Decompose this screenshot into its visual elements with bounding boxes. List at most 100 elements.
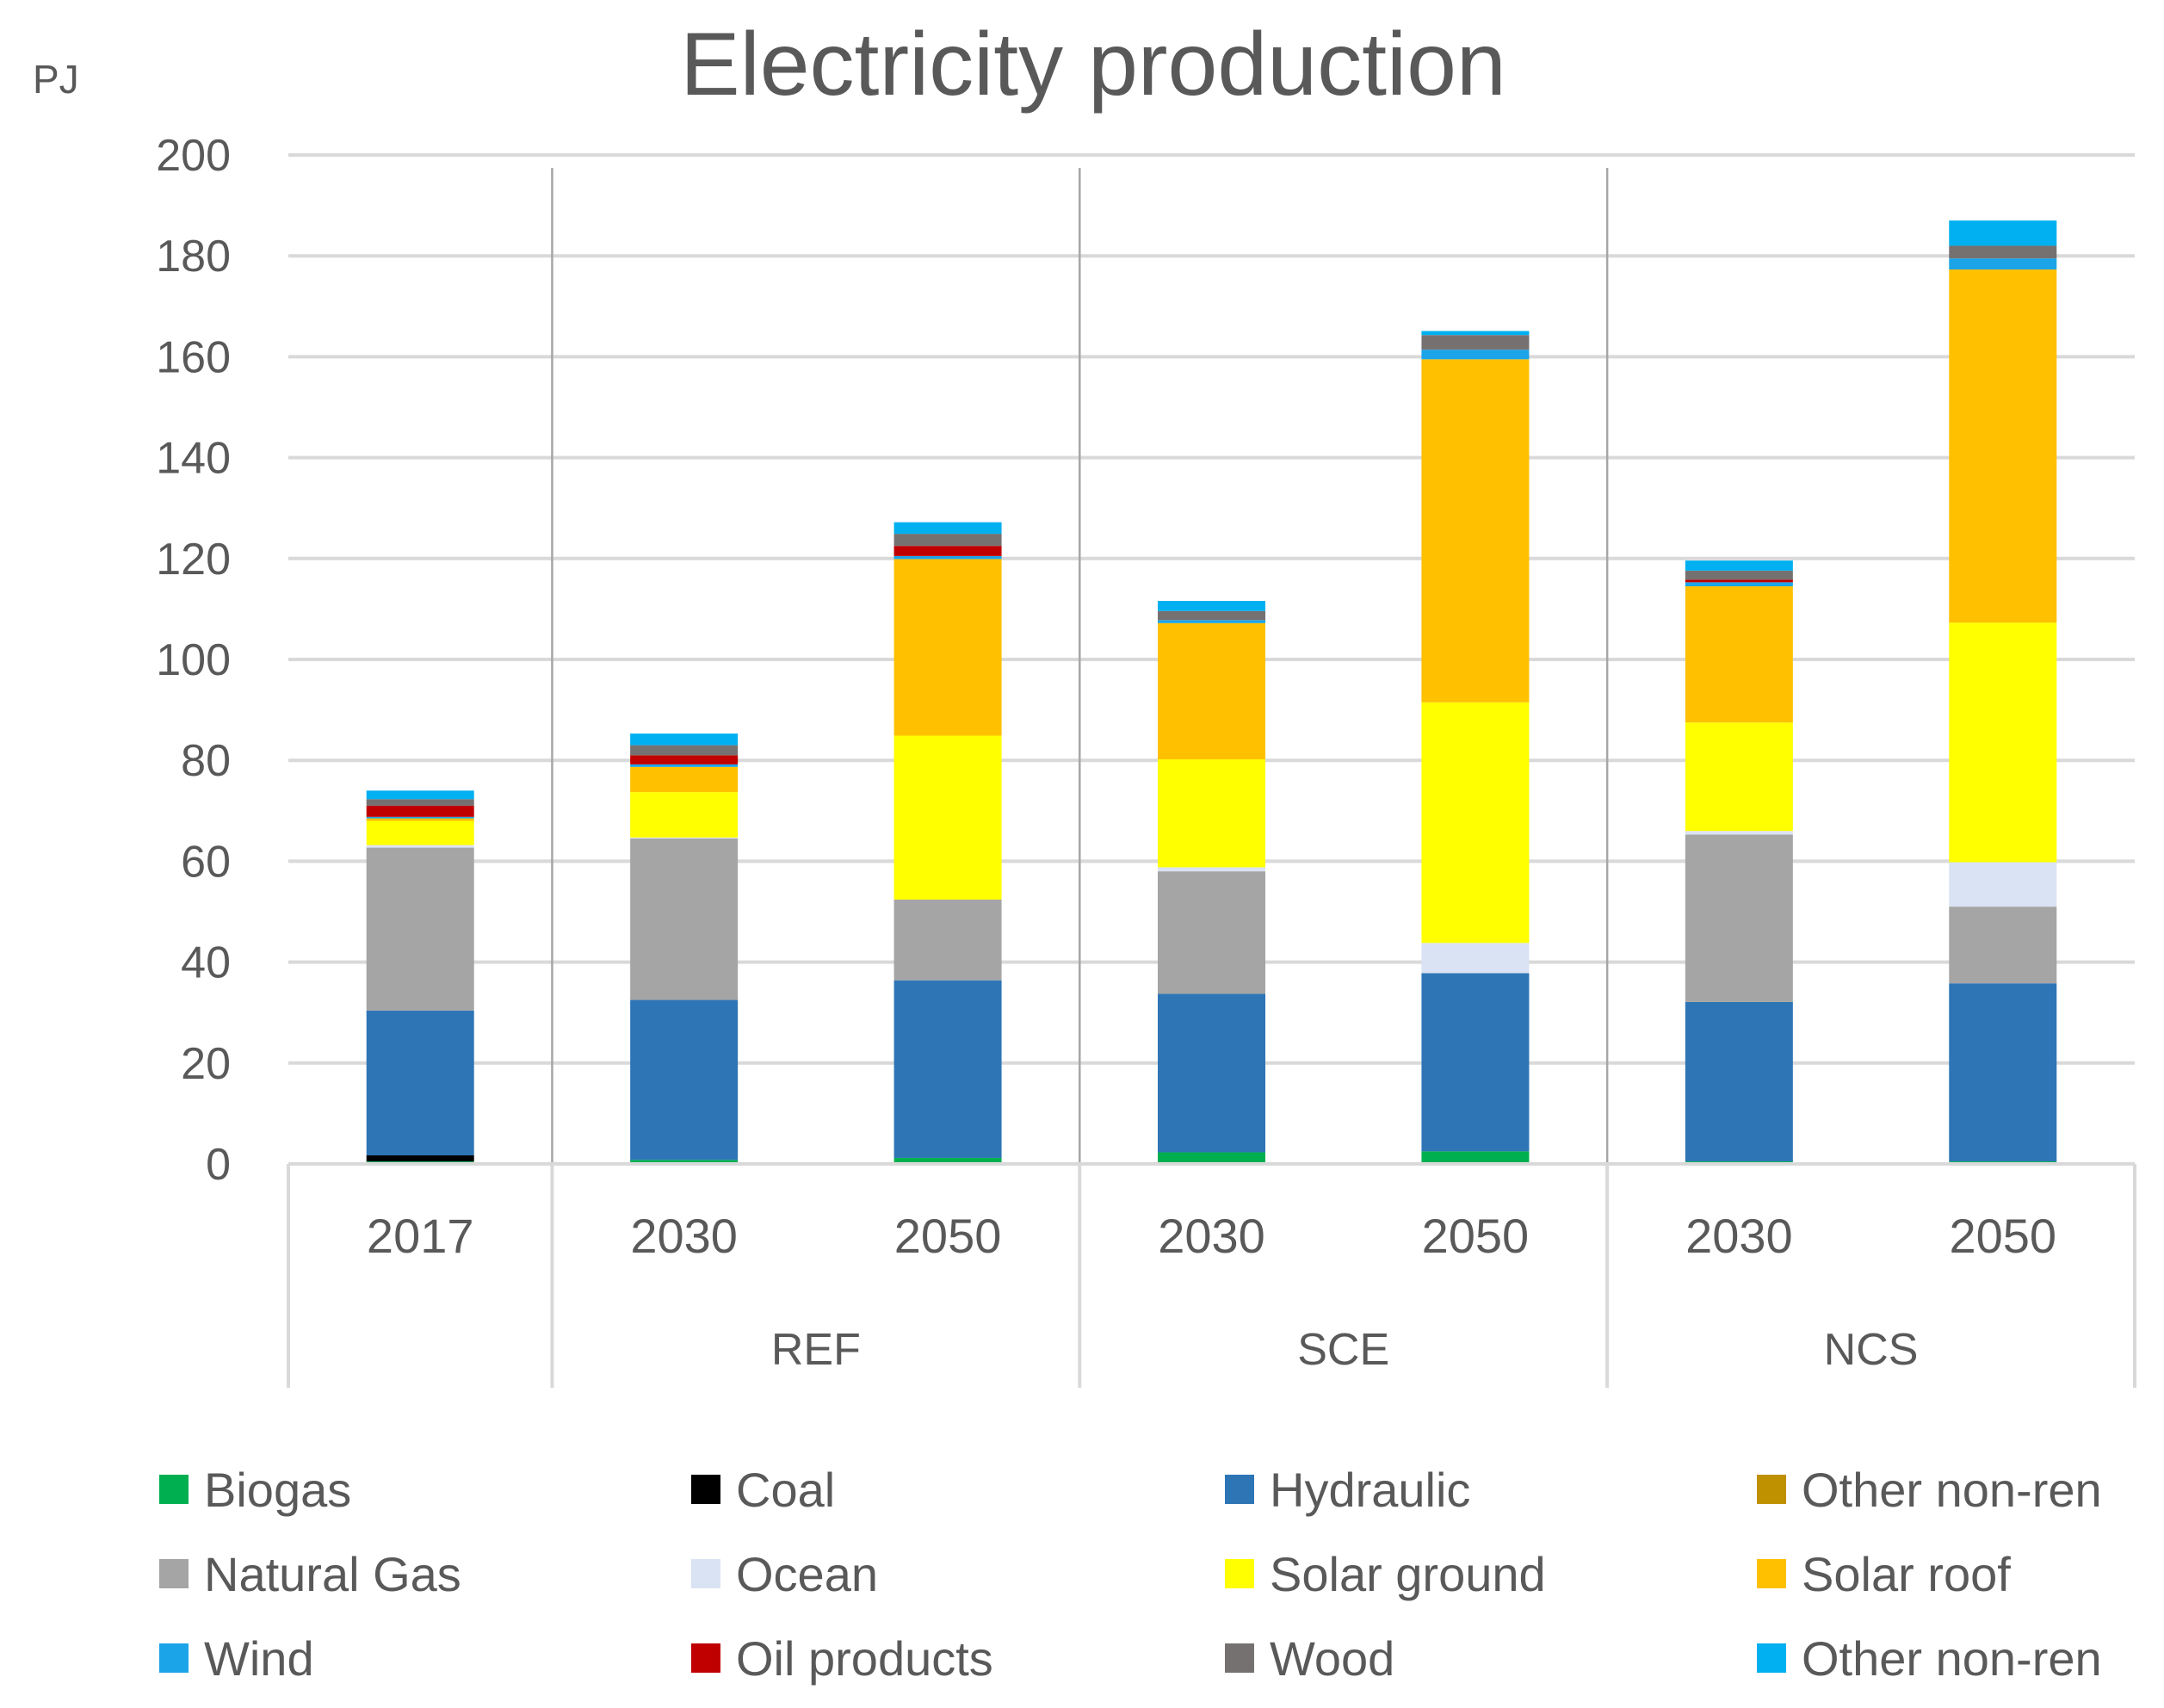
legend-label: Solar roof xyxy=(1802,1546,2011,1601)
bar-segment-hydraulic xyxy=(630,999,739,1160)
legend-item: Solar ground xyxy=(1225,1546,1546,1601)
x-axis-group-label: SCE xyxy=(1297,1325,1389,1375)
legend-label: Natural Gas xyxy=(204,1546,461,1601)
category-axis: REF SCE NCS 2017 2030 2050 2030 2050 2030 2050 xyxy=(287,1162,2136,1388)
bar-segment-wood xyxy=(630,745,739,756)
bar-segment-natural-gas xyxy=(1158,871,1265,994)
bar-segment-solar-roof xyxy=(1158,622,1265,760)
bar-segment-wood xyxy=(1685,570,1793,580)
legend-label: Oil products xyxy=(736,1631,993,1686)
legend-label: Coal xyxy=(736,1462,836,1517)
stacked-bars xyxy=(366,168,2057,1164)
y-tick-label: 40 xyxy=(181,938,231,988)
bar-segment-other-non-ren xyxy=(1421,331,1530,336)
electricity-production-chart: Electricity production PJ 0 20 40 60 80 100 12… xyxy=(33,15,2136,1388)
legend: Biogas Coal Hydraulic Other non-ren Natural … xyxy=(159,1455,2156,1705)
bar-segment-solar-roof xyxy=(366,818,474,821)
x-axis-category-label: 2050 xyxy=(894,1209,1002,1263)
bar-segment-ocean xyxy=(1158,867,1265,872)
bar-segment-ocean xyxy=(1685,831,1793,835)
bar-segment-coal xyxy=(366,1155,474,1162)
bar-segment-hydraulic xyxy=(1685,1001,1793,1162)
legend-swatch xyxy=(691,1559,720,1588)
bar-segment-hydraulic xyxy=(1421,973,1530,1152)
x-axis-category-label: 2030 xyxy=(1685,1209,1793,1263)
legend-item: Other non-ren xyxy=(1757,1631,2102,1686)
x-axis-category-label: 2017 xyxy=(367,1209,474,1263)
bar-segment-wood xyxy=(893,534,1002,547)
legend-label: Biogas xyxy=(204,1462,352,1517)
legend-label: Hydraulic xyxy=(1270,1462,1471,1517)
bar-segment-other-non-ren xyxy=(366,790,474,800)
legend-swatch xyxy=(1757,1559,1786,1588)
bar-segment-ocean xyxy=(1949,862,2057,907)
legend-item: Other non-ren xyxy=(1757,1462,2102,1517)
legend-swatch xyxy=(159,1475,189,1504)
bar-segment-other-non-ren xyxy=(1685,560,1793,571)
bar-segment-biogas xyxy=(630,1160,739,1164)
bar-segment-wood xyxy=(366,799,474,806)
bar-segment-wind xyxy=(1949,258,2057,270)
bar-segment-natural-gas xyxy=(630,839,739,1000)
legend-swatch xyxy=(1225,1643,1254,1673)
bar-segment-natural-gas xyxy=(1949,907,2057,984)
y-tick-label: 200 xyxy=(156,131,231,181)
legend-item: Biogas xyxy=(159,1462,352,1517)
legend-label: Solar ground xyxy=(1270,1546,1546,1601)
bar-segment-oil-products xyxy=(1685,579,1793,583)
bar-segment-biogas xyxy=(1158,1152,1265,1164)
bar-segment-other-non-ren xyxy=(630,733,739,746)
bar-segment-ocean xyxy=(1421,943,1530,974)
bar-segment-solar-ground xyxy=(630,792,739,838)
legend-label: Wind xyxy=(204,1631,314,1686)
bar-segment-natural-gas xyxy=(893,899,1002,981)
x-axis-group-label: REF xyxy=(771,1325,861,1375)
bar-segment-solar-ground xyxy=(1685,722,1793,832)
legend-item: Ocean xyxy=(691,1546,878,1601)
legend-swatch xyxy=(1225,1559,1254,1588)
y-tick-label: 180 xyxy=(156,232,231,282)
legend-item: Oil products xyxy=(691,1631,993,1686)
bar-segment-biogas xyxy=(1421,1151,1530,1164)
legend-swatch xyxy=(691,1475,720,1504)
bar-segment-solar-roof xyxy=(1421,359,1530,702)
y-tick-label: 20 xyxy=(181,1039,231,1089)
legend-item: Natural Gas xyxy=(159,1546,461,1601)
bar-segment-wood xyxy=(1421,335,1530,350)
bar-segment-wind xyxy=(1685,582,1793,587)
bar-segment-other-non-ren xyxy=(893,522,1002,535)
legend-item: Wind xyxy=(159,1631,314,1686)
bar-segment-hydraulic xyxy=(893,980,1002,1158)
legend-swatch xyxy=(1757,1475,1786,1504)
bar-segment-hydraulic xyxy=(366,1010,474,1156)
x-axis-category-label: 2050 xyxy=(1422,1209,1530,1263)
bar-segment-wind xyxy=(1421,350,1530,360)
legend-swatch xyxy=(691,1643,720,1673)
legend-item: Wood xyxy=(1225,1631,1395,1686)
legend-label: Ocean xyxy=(736,1546,878,1601)
bar-segment-solar-roof xyxy=(893,559,1002,736)
bar-segment-wood xyxy=(1158,610,1265,621)
x-axis-category-label: 2050 xyxy=(1949,1209,2056,1263)
x-axis-category-label: 2030 xyxy=(1158,1209,1265,1263)
bar-segment-wind xyxy=(1158,620,1265,623)
y-axis-tick-labels: 0 20 40 60 80 100 120 140 160 180 200 xyxy=(156,131,231,1190)
y-tick-label: 160 xyxy=(156,332,231,382)
bar-segment-other-non-ren xyxy=(1158,601,1265,611)
bar-segment-hydraulic xyxy=(1949,983,2057,1162)
y-tick-label: 140 xyxy=(156,434,231,484)
bar-segment-ocean xyxy=(630,837,739,839)
legend-label: Other non-ren xyxy=(1802,1462,2102,1517)
x-axis-group-label: NCS xyxy=(1824,1325,1919,1375)
legend-swatch xyxy=(1757,1643,1786,1673)
y-tick-label: 60 xyxy=(181,837,231,887)
legend-item: Hydraulic xyxy=(1225,1462,1471,1517)
bar-segment-solar-ground xyxy=(366,820,474,845)
legend-label: Wood xyxy=(1270,1631,1395,1686)
legend-swatch xyxy=(1225,1475,1254,1504)
bar-segment-solar-ground xyxy=(1421,702,1530,944)
x-axis-category-label: 2030 xyxy=(630,1209,738,1263)
y-tick-label: 0 xyxy=(206,1140,231,1190)
y-tick-label: 120 xyxy=(156,535,231,585)
bar-segment-oil-products xyxy=(630,755,739,764)
